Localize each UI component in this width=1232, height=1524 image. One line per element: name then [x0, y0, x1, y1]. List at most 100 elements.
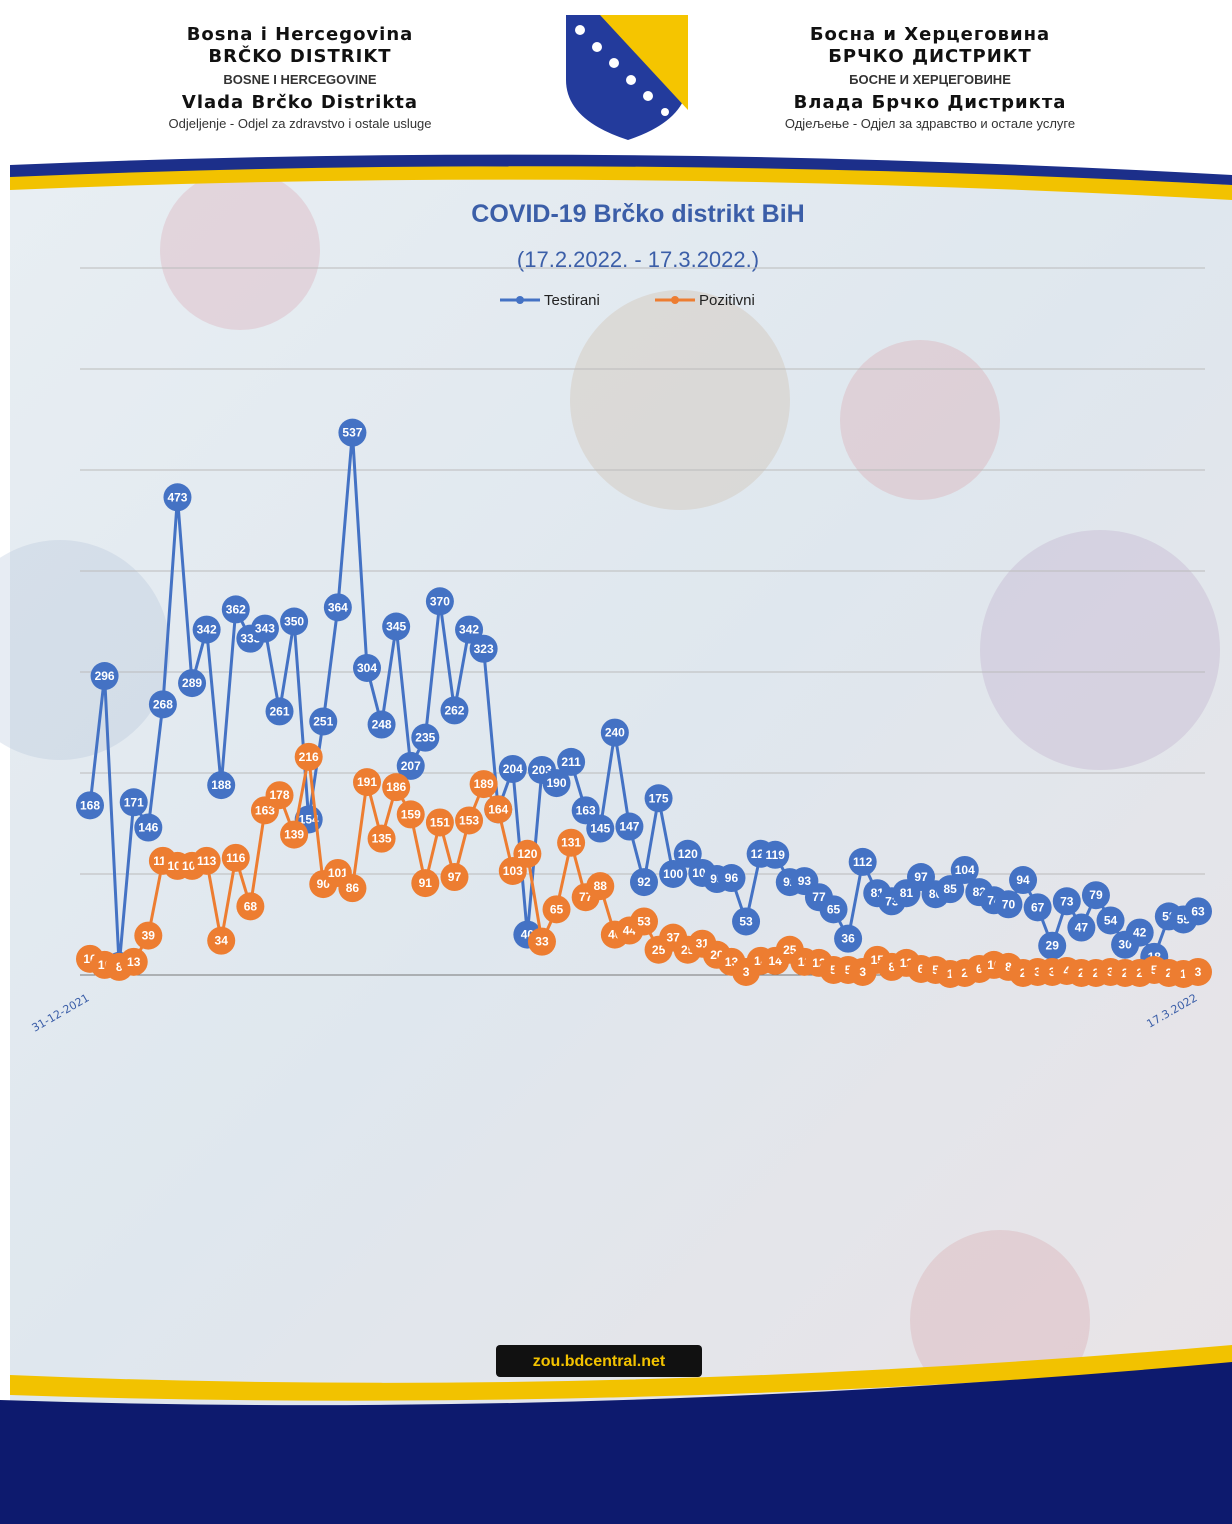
data-label: 33 [535, 935, 549, 949]
data-label: 103 [503, 864, 523, 878]
data-point [586, 872, 615, 901]
data-point [382, 773, 411, 802]
data-label: 5 [845, 963, 852, 977]
data-label: 268 [153, 697, 173, 711]
data-point [1038, 931, 1067, 960]
data-label: 6 [976, 962, 983, 976]
data-label: 42 [1133, 926, 1147, 940]
data-point [600, 718, 629, 747]
data-label: 92 [637, 875, 651, 889]
data-point [265, 781, 294, 810]
data-label: 151 [430, 815, 450, 829]
data-label: 97 [914, 870, 928, 884]
data-label: 289 [182, 676, 202, 690]
data-point [338, 418, 367, 447]
data-point [469, 634, 498, 663]
data-label: 81 [900, 886, 914, 900]
data-label: 79 [1089, 888, 1103, 902]
data-point [586, 814, 615, 843]
data-label: 191 [357, 775, 377, 789]
data-label: 119 [766, 848, 786, 862]
data-label: 3 [1195, 965, 1202, 979]
data-label: 211 [561, 755, 581, 769]
decor [840, 340, 1000, 500]
data-label: 63 [1191, 904, 1205, 918]
data-point [994, 890, 1023, 919]
data-label: 85 [943, 882, 957, 896]
data-label: 216 [299, 750, 319, 764]
data-label: 342 [197, 623, 217, 637]
data-point [732, 907, 761, 936]
data-label: 8 [888, 960, 895, 974]
data-label: 2 [1165, 966, 1172, 980]
data-label: 145 [590, 822, 610, 836]
data-point [148, 690, 177, 719]
header-text: Odjeljenje - Odjel za zdravstvo i ostale… [168, 116, 431, 131]
data-point [207, 771, 236, 800]
data-point [221, 843, 250, 872]
data-label: 178 [270, 788, 290, 802]
data-label: 1 [1180, 967, 1187, 981]
data-label: 3 [1034, 965, 1041, 979]
legend-marker [671, 296, 679, 304]
data-label: 364 [328, 600, 348, 614]
data-label: 5 [1151, 963, 1158, 977]
data-point [440, 863, 469, 892]
data-point [673, 839, 702, 868]
data-point [644, 784, 673, 813]
data-label: 116 [226, 851, 246, 865]
data-point [1067, 913, 1096, 942]
data-label: 93 [798, 874, 812, 888]
data-point [382, 612, 411, 641]
data-label: 97 [448, 870, 462, 884]
data-point [717, 864, 746, 893]
decor [0, 540, 170, 760]
decor [160, 170, 320, 330]
data-label: 323 [474, 642, 494, 656]
data-label: 2 [961, 966, 968, 980]
data-point [761, 840, 790, 869]
data-label: 163 [576, 803, 596, 817]
data-point [513, 839, 542, 868]
data-point [178, 669, 207, 698]
data-label: 146 [138, 821, 158, 835]
header-text: БОСНЕ И ХЕРЦЕГОВИНЕ [849, 72, 1011, 87]
data-point [834, 924, 863, 953]
data-point [411, 723, 440, 752]
data-point [396, 751, 425, 780]
data-label: 3 [859, 965, 866, 979]
header-text: Влада Брчко Дистрикта [794, 92, 1067, 113]
data-point [659, 860, 688, 888]
header-text: Bosna i Hercegovina [187, 24, 414, 45]
data-point [1009, 866, 1038, 895]
data-label: 248 [372, 718, 392, 732]
data-label: 65 [550, 902, 564, 916]
data-label: 2 [1122, 966, 1129, 980]
data-label: 2 [1020, 966, 1027, 980]
data-point [557, 828, 586, 857]
data-point [425, 587, 454, 616]
legend-label: Pozitivni [699, 292, 755, 309]
data-label: 101 [328, 866, 348, 880]
data-label: 2 [1136, 966, 1143, 980]
header-text: BRČKO DISTRIKT [208, 45, 391, 67]
data-point [396, 800, 425, 829]
data-label: 5 [830, 963, 837, 977]
data-point [119, 788, 148, 817]
data-point [819, 895, 848, 924]
data-point [1125, 918, 1154, 947]
data-label: 5 [932, 963, 939, 977]
data-point [207, 926, 236, 955]
data-point [265, 697, 294, 726]
data-label: 104 [955, 863, 975, 877]
data-point [338, 874, 367, 903]
url: zou.bdcentral.net [533, 1353, 666, 1370]
header-text: Одјељење - Одјел за здравство и остале у… [785, 116, 1075, 131]
data-label: 345 [386, 620, 406, 634]
data-label: 350 [284, 615, 304, 629]
data-point [542, 895, 571, 924]
data-point [630, 907, 658, 936]
data-label: 147 [619, 820, 639, 834]
